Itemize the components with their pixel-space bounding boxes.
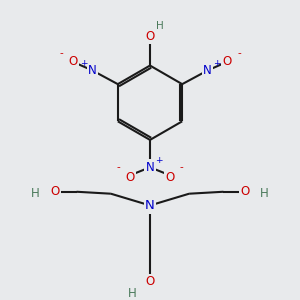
Text: -: - (117, 162, 121, 172)
Text: H: H (260, 187, 269, 200)
Text: +: + (155, 156, 163, 165)
Text: O: O (126, 171, 135, 184)
Text: H: H (31, 187, 40, 200)
Text: O: O (223, 55, 232, 68)
Text: -: - (59, 48, 63, 58)
Text: O: O (146, 275, 154, 288)
Text: -: - (179, 162, 183, 172)
Text: O: O (146, 30, 154, 43)
Text: N: N (146, 161, 154, 174)
Text: N: N (88, 64, 97, 77)
Text: N: N (145, 199, 155, 212)
Text: O: O (50, 185, 60, 198)
Text: H: H (128, 287, 137, 300)
Text: +: + (80, 59, 87, 68)
Text: O: O (240, 185, 250, 198)
Text: H: H (156, 21, 164, 32)
Text: -: - (237, 48, 241, 58)
Text: O: O (165, 171, 174, 184)
Text: +: + (213, 59, 220, 68)
Text: O: O (68, 55, 77, 68)
Text: N: N (203, 64, 212, 77)
